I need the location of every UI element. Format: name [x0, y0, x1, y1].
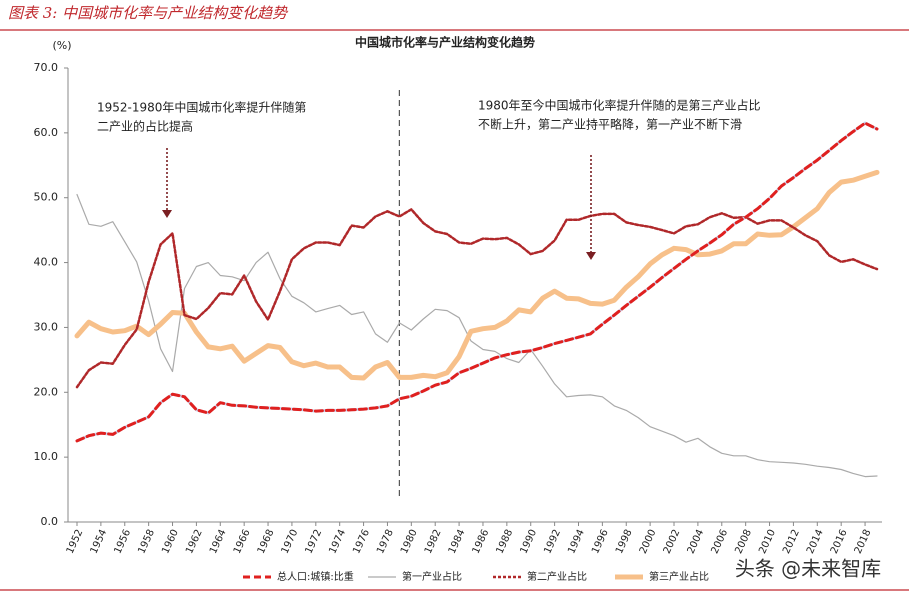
x-tick-label: 1994 [566, 528, 587, 556]
arrow-head [586, 252, 596, 260]
y-axis-label: (%) [52, 39, 71, 52]
x-tick-label: 1992 [542, 528, 563, 556]
x-tick-label: 2010 [757, 528, 778, 556]
x-tick-label: 2006 [709, 528, 730, 556]
x-tick-label: 1980 [399, 528, 420, 556]
series-line [74, 169, 880, 381]
x-tick-label: 1998 [614, 528, 635, 556]
watermark: 头条 @未来智库 [735, 557, 881, 581]
x-tick-label: 1974 [327, 528, 348, 556]
x-tick-label: 1986 [471, 528, 492, 556]
series-line [75, 121, 879, 443]
x-tick-label: 1962 [184, 528, 205, 556]
x-tick-label: 1958 [136, 528, 157, 556]
annotation: 二产业的占比提高 [97, 119, 193, 134]
x-tick-label: 1966 [232, 528, 253, 556]
x-tick-label: 1968 [256, 528, 277, 556]
header: 图表 3: 中国城市化率与产业结构变化趋势 [8, 4, 289, 22]
y-tick-label: 30.0 [34, 320, 59, 333]
legend-label: 第三产业占比 [649, 570, 709, 583]
legend-label: 第一产业占比 [402, 570, 462, 583]
x-tick-label: 2012 [781, 528, 802, 556]
x-tick-label: 2002 [662, 528, 683, 556]
x-tick-label: 1984 [447, 528, 468, 556]
y-tick-label: 50.0 [34, 191, 59, 204]
annotation: 1952-1980年中国城市化率提升伴随第 [97, 100, 306, 115]
x-tick-label: 1978 [375, 528, 396, 556]
y-tick-label: 0.0 [41, 515, 59, 528]
x-tick-label: 1952 [65, 528, 86, 556]
x-tick-label: 2018 [853, 528, 874, 556]
x-tick-label: 1988 [495, 528, 516, 556]
y-tick-label: 20.0 [34, 385, 59, 398]
annotation: 不断上升，第二产业持平略降，第一产业不断下滑 [478, 117, 742, 132]
annotation: 1980年至今中国城市化率提升伴随的是第三产业占比 [478, 98, 761, 113]
x-tick-label: 2000 [638, 528, 659, 556]
legend-label: 第二产业占比 [527, 570, 587, 583]
y-tick-label: 60.0 [34, 126, 59, 139]
series-line-under [76, 121, 878, 443]
x-tick-label: 2008 [733, 528, 754, 556]
x-tick-label: 1972 [304, 528, 325, 556]
x-tick-label: 1954 [89, 528, 110, 556]
x-tick-label: 2016 [829, 528, 850, 556]
y-tick-label: 40.0 [34, 256, 59, 269]
y-tick-label: 10.0 [34, 450, 59, 463]
chart-title: 中国城市化率与产业结构变化趋势 [355, 35, 535, 50]
x-tick-label: 1982 [423, 528, 444, 556]
x-tick-label: 1960 [160, 528, 181, 556]
x-tick-label: 1996 [590, 528, 611, 556]
x-tick-label: 1964 [208, 528, 229, 556]
x-tick-label: 2004 [686, 528, 707, 556]
x-tick-label: 1976 [351, 528, 372, 556]
x-tick-label: 1970 [280, 528, 301, 556]
legend-label: 总人口:城镇:比重 [277, 570, 354, 583]
x-tick-label: 2014 [805, 528, 826, 556]
y-tick-label: 70.0 [34, 61, 59, 74]
arrow-head [162, 210, 172, 218]
series-line [76, 193, 878, 478]
x-tick-label: 1990 [518, 528, 539, 556]
x-tick-label: 1956 [112, 528, 133, 556]
